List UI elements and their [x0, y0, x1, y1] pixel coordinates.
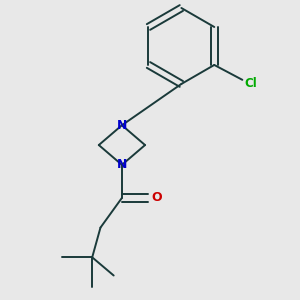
Text: O: O [152, 191, 162, 204]
Text: Cl: Cl [244, 76, 257, 90]
Text: N: N [117, 119, 127, 132]
Text: N: N [117, 158, 127, 171]
